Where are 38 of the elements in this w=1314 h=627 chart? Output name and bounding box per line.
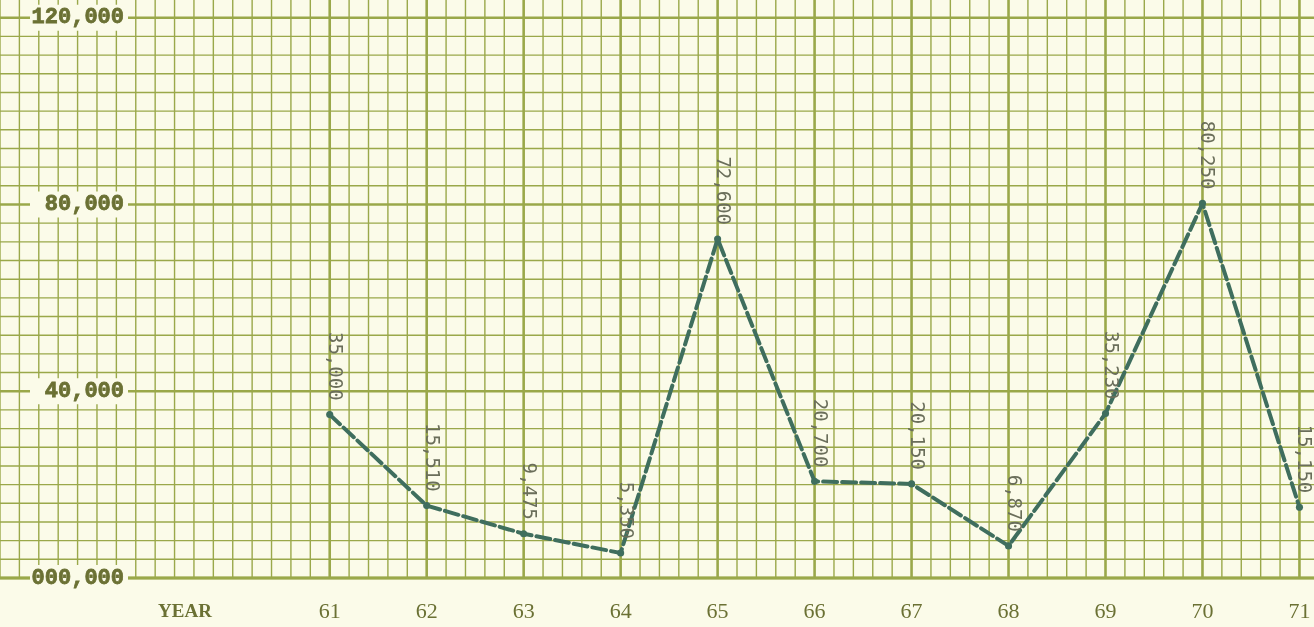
x-tick-label: 65 [706,597,729,623]
point [520,530,528,538]
y-tick-label: 40,000 [44,378,124,404]
point [714,235,722,243]
point [1004,542,1013,550]
x-tick-label: 66 [803,597,826,623]
data-label: 6,870 [1003,474,1026,532]
y-tick-label: 000,000 [31,565,124,591]
x-tick-label: 62 [415,597,438,623]
data-label: 15,510 [421,422,444,492]
x-tick-label: 64 [609,597,632,623]
x-tick-label: 70 [1191,597,1214,623]
point [1295,503,1304,511]
data-label: 80,250 [1197,120,1220,190]
data-label: 35,000 [324,331,347,401]
y-tick-label: 120,000 [31,5,124,31]
point [1198,199,1207,207]
point [811,477,819,485]
x-tick-label: 67 [900,597,923,623]
point [907,480,916,488]
data-label: 72,600 [712,156,735,226]
data-label: 15,150 [1294,424,1314,494]
point [326,411,334,419]
data-label: 20,700 [809,398,832,468]
x-tick-label: 68 [997,597,1020,623]
x-tick-label: 69 [1094,597,1117,623]
x-tick-label: 71 [1288,597,1311,623]
x-axis-title: YEAR [158,599,213,621]
x-tick-label: 63 [512,597,535,623]
x-tick-label: 61 [318,597,341,623]
data-label: 5,350 [615,481,638,540]
point [1101,409,1110,418]
data-label: 20,150 [906,401,929,470]
data-label: 9,475 [518,462,541,520]
y-tick-label: 80,000 [44,191,124,217]
data-label: 35,230 [1100,330,1123,400]
point [423,502,431,510]
point [617,549,625,557]
